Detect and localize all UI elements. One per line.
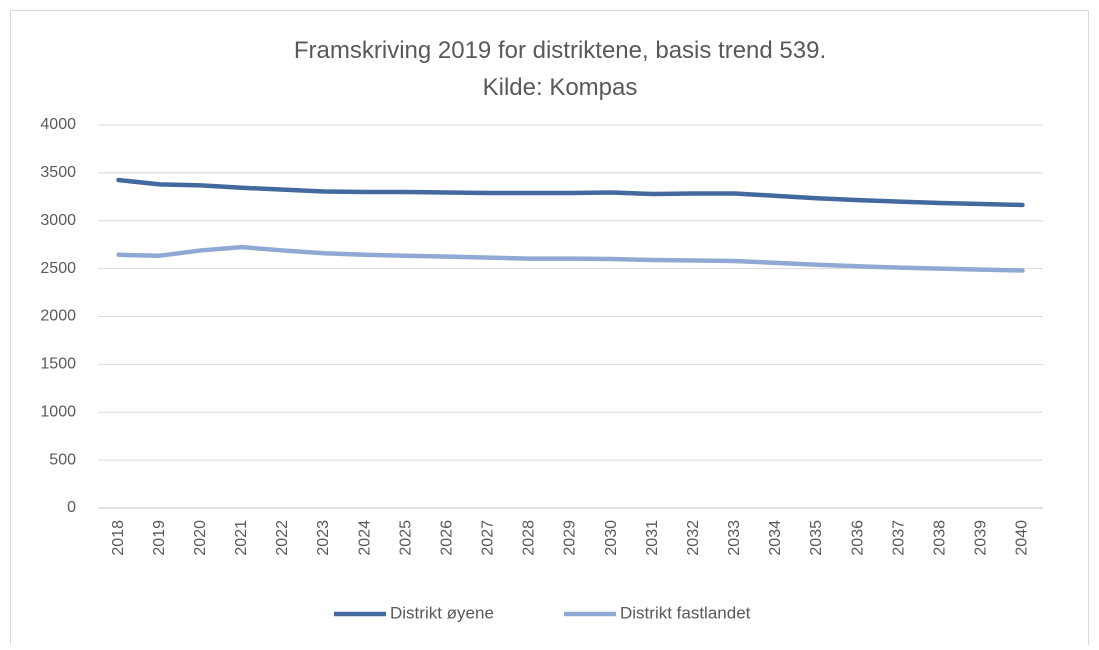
y-tick-label: 0 bbox=[67, 499, 76, 516]
y-tick-label: 1000 bbox=[40, 403, 76, 420]
legend-label: Distrikt fastlandet bbox=[620, 603, 751, 622]
y-tick-label: 3000 bbox=[40, 212, 76, 229]
x-tick-label: 2027 bbox=[480, 520, 497, 556]
x-tick-label: 2032 bbox=[685, 520, 702, 556]
y-tick-label: 500 bbox=[49, 451, 76, 468]
x-tick-label: 2021 bbox=[233, 520, 250, 556]
data-line bbox=[116, 177, 1025, 208]
x-tick-label: 2029 bbox=[562, 520, 579, 556]
x-tick-label: 2033 bbox=[726, 520, 743, 556]
x-tick-label: 2037 bbox=[890, 520, 907, 556]
x-tick-label: 2025 bbox=[397, 520, 414, 556]
x-tick-label: 2030 bbox=[603, 520, 620, 556]
x-tick-label: 2023 bbox=[315, 520, 332, 556]
x-tick-label: 2031 bbox=[644, 520, 661, 556]
x-tick-label: 2024 bbox=[356, 520, 373, 556]
x-tick-label: 2038 bbox=[932, 520, 949, 556]
x-tick-label: 2036 bbox=[849, 520, 866, 556]
x-tick-label: 2018 bbox=[110, 520, 127, 556]
x-tick-label: 2022 bbox=[274, 520, 291, 556]
chart-subtitle: Kilde: Kompas bbox=[483, 74, 638, 101]
chart-frame bbox=[10, 10, 1089, 650]
x-tick-label: 2035 bbox=[808, 520, 825, 556]
x-tick-label: 2019 bbox=[151, 520, 168, 556]
x-tick-label: 2026 bbox=[438, 520, 455, 556]
y-tick-label: 3500 bbox=[40, 164, 76, 181]
x-tick-label: 2040 bbox=[1014, 520, 1031, 556]
y-tick-label: 2000 bbox=[40, 308, 76, 325]
x-tick-label: 2020 bbox=[192, 520, 209, 556]
legend-label: Distrikt øyene bbox=[390, 603, 494, 622]
x-tick-label: 2034 bbox=[767, 520, 784, 556]
data-line bbox=[116, 244, 1025, 273]
y-tick-label: 2500 bbox=[40, 260, 76, 277]
y-tick-label: 1500 bbox=[40, 356, 76, 373]
x-tick-label: 2028 bbox=[521, 520, 538, 556]
x-tick-label: 2039 bbox=[973, 520, 990, 556]
chart-title: Framskriving 2019 for distriktene, basis… bbox=[294, 37, 826, 64]
y-tick-label: 4000 bbox=[40, 116, 76, 133]
